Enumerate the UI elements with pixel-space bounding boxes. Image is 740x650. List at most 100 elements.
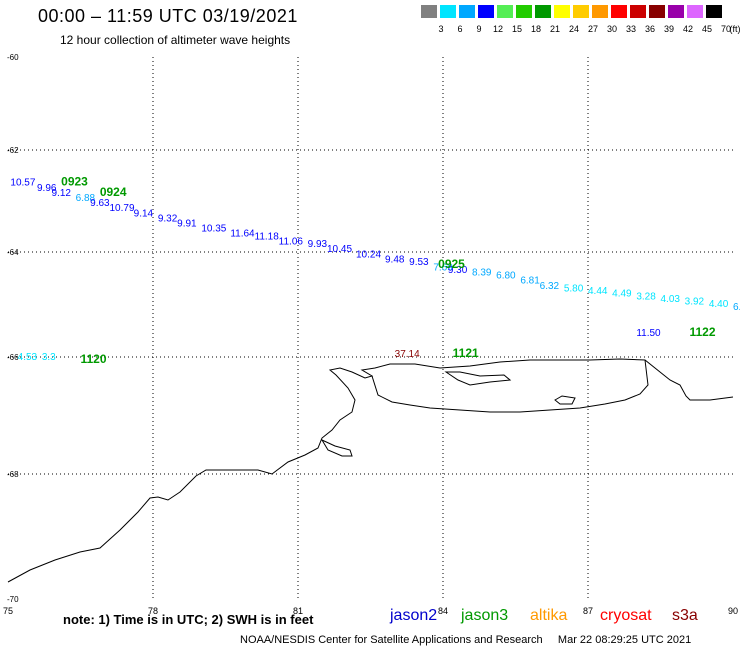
legend-swatch (554, 5, 570, 18)
island-outline (444, 371, 512, 386)
pass-time-labels: 0923 0924 0925 1120 1121 1122 (61, 175, 716, 366)
x-tick-label: 78 (148, 606, 158, 616)
y-tick-label: -66 (7, 353, 19, 362)
legend-label: 24 (568, 24, 579, 34)
wave-height-label: 6.32 (540, 281, 560, 292)
legend-swatch (440, 5, 456, 18)
legend-label: 6 (457, 24, 463, 34)
y-tick-label: -70 (7, 595, 19, 604)
x-tick-label: 75 (3, 606, 13, 616)
wave-height-label: 10.79 (110, 203, 135, 214)
wave-height-label: 6.96 (733, 302, 740, 313)
island-outline (554, 395, 576, 405)
footer-note: note: 1) Time is in UTC; 2) SWH is in fe… (63, 612, 314, 627)
wave-height-label: 3.92 (685, 297, 705, 308)
legend-label: 3 (438, 24, 444, 34)
wave-height-label: 5.80 (564, 283, 584, 294)
wave-height-label: 11.18 (255, 231, 280, 242)
y-tick-label: -62 (7, 146, 19, 155)
pass-time-label: 1120 (81, 352, 107, 366)
legend-label: 9 (476, 24, 482, 34)
ice-shelf-outline (371, 359, 649, 413)
legend-swatch (592, 5, 608, 18)
legend-label: 70 (720, 24, 731, 34)
legend-swatch (497, 5, 513, 18)
wave-height-label: 11.50 (636, 328, 661, 339)
legend-unit: (ft) (729, 24, 740, 34)
wave-height-label: 6.80 (496, 270, 516, 281)
wave-height-label: 6.81 (520, 276, 540, 287)
wave-height-label: 10.35 (201, 224, 226, 235)
antarctic-coastline (7, 358, 734, 583)
legend-swatch (668, 5, 684, 18)
legend-swatch (687, 5, 703, 18)
wave-height-label: 9.91 (177, 219, 197, 230)
wave-height-label: 7.69 (433, 262, 453, 273)
legend-swatch (535, 5, 551, 18)
x-tick-label: 90 (728, 606, 738, 616)
wave-height-label: 4.40 (709, 299, 729, 310)
mission-label-s3a: s3a (672, 607, 698, 624)
wave-height-label: 4.49 (612, 289, 632, 300)
coastline (7, 358, 734, 583)
wave-height-label: 4.44 (588, 286, 608, 297)
legend-swatch (516, 5, 532, 18)
footer-credit: NOAA/NESDIS Center for Satellite Applica… (240, 634, 692, 646)
wave-height-label: 9.32 (158, 213, 178, 224)
pass-time-label: 0924 (100, 185, 127, 199)
wave-height-label: 3.28 (636, 291, 656, 302)
pass-time-label: 0923 (61, 175, 88, 189)
wave-height-label: 9.12 (52, 188, 72, 199)
y-tick-label: -60 (7, 53, 19, 62)
wave-height-label: 9.48 (385, 255, 405, 266)
legend-label: 36 (644, 24, 655, 34)
mission-label-cryosat: cryosat (600, 607, 652, 624)
legend-label: 45 (701, 24, 712, 34)
legend-label: 15 (511, 24, 522, 34)
legend-label: 39 (663, 24, 674, 34)
x-tick-label: 87 (583, 606, 593, 616)
mission-label-altika: altika (530, 607, 568, 624)
wave-height-label: 9.30 (448, 265, 468, 276)
wave-height-label: 10.45 (327, 244, 352, 255)
x-tick-label: 81 (293, 606, 303, 616)
map-subtitle: 12 hour collection of altimeter wave hei… (60, 33, 291, 47)
legend-swatch (459, 5, 475, 18)
pass-time-label: 1121 (453, 346, 479, 360)
x-tick-label: 84 (438, 606, 448, 616)
wave-height-label: 9.96 (37, 183, 57, 194)
legend-label: 18 (530, 24, 541, 34)
wave-height-label: 37.14 (395, 349, 420, 360)
legend-label: 30 (606, 24, 617, 34)
legend-swatch (421, 5, 437, 18)
wave-height-label: 10.24 (356, 249, 381, 260)
legend-label: 42 (682, 24, 693, 34)
legend-label: 21 (549, 24, 560, 34)
legend-swatch (706, 5, 722, 18)
legend-swatch (573, 5, 589, 18)
legend-label: 27 (587, 24, 598, 34)
y-tick-label: -64 (7, 248, 19, 257)
mission-label-jason3: jason3 (461, 607, 509, 624)
wave-height-label: 4.53 (18, 352, 38, 363)
wave-height-label: 9.63 (90, 198, 110, 209)
legend-label: 12 (492, 24, 503, 34)
y-tick-label: -68 (7, 470, 19, 479)
wave-height-label: 8.39 (472, 268, 492, 279)
pass-time-label: 1122 (690, 325, 716, 339)
wave-height-label: 3.3 (42, 352, 56, 363)
wave-height-label: 4.03 (661, 294, 681, 305)
legend-swatch (630, 5, 646, 18)
wave-height-label: 11.06 (279, 236, 304, 247)
legend-label: 33 (625, 24, 636, 34)
wave-height-labels: 10.57 9.969.12 6.889.63 10.79 9.14 9.32 9.91 10… (10, 178, 740, 363)
wave-height-label: 9.93 (308, 239, 328, 250)
wave-height-label: 9.53 (409, 257, 429, 268)
graticule: 75 78 81 84 87 90 -60 -62 -64 -66 -68 -70 (3, 53, 738, 616)
wave-height-label: 10.57 (10, 178, 35, 189)
pass-time-label: 0925 (438, 257, 465, 271)
wave-height-label: 9.14 (134, 208, 154, 219)
wave-height-label: 11.64 (230, 229, 255, 240)
